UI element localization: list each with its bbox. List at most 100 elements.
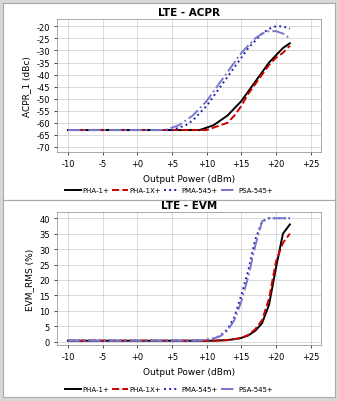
PHA-1X+ <box>73 128 77 133</box>
PMA-545+ <box>288 216 292 221</box>
PHA-1X+ <box>225 338 230 342</box>
PHA-1+ <box>281 47 285 51</box>
PHA-1X+ <box>114 128 118 133</box>
PSA-545+ <box>260 32 264 37</box>
PHA-1+ <box>225 338 230 342</box>
PHA-1+ <box>246 333 250 338</box>
PHA-1X+ <box>135 338 139 343</box>
PSA-545+ <box>135 128 139 133</box>
X-axis label: Output Power (dBm): Output Power (dBm) <box>143 367 235 376</box>
PHA-1+ <box>163 128 167 133</box>
PHA-1+ <box>218 338 222 343</box>
PHA-1+ <box>267 61 271 66</box>
PHA-1X+ <box>94 128 98 133</box>
Y-axis label: EVM_RMS (%): EVM_RMS (%) <box>25 248 34 310</box>
PHA-1X+ <box>191 128 195 133</box>
PMA-545+ <box>107 128 112 133</box>
PMA-545+ <box>225 327 230 332</box>
PHA-1+ <box>107 338 112 343</box>
PHA-1X+ <box>253 83 257 87</box>
PHA-1X+ <box>170 338 174 343</box>
PHA-1X+ <box>204 338 209 343</box>
PSA-545+ <box>128 338 132 343</box>
PMA-545+ <box>232 315 236 320</box>
PMA-545+ <box>163 128 167 133</box>
X-axis label: Output Power (dBm): Output Power (dBm) <box>143 174 235 184</box>
PMA-545+ <box>198 111 202 116</box>
PHA-1X+ <box>274 56 278 61</box>
PHA-1X+ <box>239 336 243 340</box>
PMA-545+ <box>149 338 153 343</box>
PHA-1X+ <box>184 338 188 343</box>
PSA-545+ <box>107 128 112 133</box>
PHA-1X+ <box>253 327 257 332</box>
PMA-545+ <box>212 95 216 99</box>
PHA-1+ <box>80 338 84 343</box>
PSA-545+ <box>177 124 181 128</box>
PHA-1+ <box>170 128 174 133</box>
PMA-545+ <box>121 128 125 133</box>
PSA-545+ <box>142 338 146 343</box>
PHA-1+ <box>198 128 202 133</box>
PHA-1+ <box>156 338 160 343</box>
PSA-545+ <box>246 44 250 49</box>
PHA-1X+ <box>142 338 146 343</box>
PHA-1+ <box>288 42 292 47</box>
PSA-545+ <box>267 30 271 34</box>
PHA-1X+ <box>177 338 181 343</box>
PHA-1+ <box>288 223 292 227</box>
PSA-545+ <box>107 338 112 343</box>
PMA-545+ <box>281 216 285 221</box>
PSA-545+ <box>232 318 236 323</box>
PHA-1X+ <box>204 128 209 133</box>
PHA-1+ <box>107 128 112 133</box>
PHA-1+ <box>87 128 91 133</box>
PHA-1+ <box>212 124 216 128</box>
PMA-545+ <box>260 219 264 224</box>
PSA-545+ <box>66 338 70 343</box>
PHA-1X+ <box>288 44 292 49</box>
PHA-1+ <box>94 338 98 343</box>
Line: PHA-1+: PHA-1+ <box>68 44 290 131</box>
PMA-545+ <box>184 338 188 343</box>
PSA-545+ <box>191 114 195 119</box>
PSA-545+ <box>80 338 84 343</box>
PHA-1X+ <box>218 338 222 343</box>
PSA-545+ <box>87 338 91 343</box>
PMA-545+ <box>225 75 230 80</box>
PHA-1+ <box>128 128 132 133</box>
PMA-545+ <box>288 27 292 32</box>
PHA-1+ <box>232 337 236 342</box>
PMA-545+ <box>128 128 132 133</box>
PHA-1+ <box>100 128 104 133</box>
PHA-1+ <box>66 128 70 133</box>
PHA-1X+ <box>260 318 264 323</box>
PMA-545+ <box>239 293 243 298</box>
PSA-545+ <box>246 275 250 279</box>
PMA-545+ <box>267 216 271 221</box>
PMA-545+ <box>73 338 77 343</box>
PSA-545+ <box>142 128 146 133</box>
PSA-545+ <box>66 128 70 133</box>
PMA-545+ <box>239 56 243 61</box>
PHA-1+ <box>135 128 139 133</box>
PSA-545+ <box>156 128 160 133</box>
PHA-1X+ <box>246 332 250 337</box>
PSA-545+ <box>288 216 292 221</box>
PSA-545+ <box>253 37 257 42</box>
PHA-1X+ <box>212 338 216 343</box>
PHA-1+ <box>149 338 153 343</box>
PMA-545+ <box>66 338 70 343</box>
PHA-1+ <box>281 232 285 237</box>
PSA-545+ <box>281 216 285 221</box>
PHA-1X+ <box>232 114 236 119</box>
PHA-1+ <box>163 338 167 343</box>
PHA-1X+ <box>87 338 91 343</box>
PMA-545+ <box>253 39 257 44</box>
PSA-545+ <box>204 99 209 104</box>
PHA-1+ <box>267 302 271 307</box>
PMA-545+ <box>253 238 257 243</box>
PMA-545+ <box>135 338 139 343</box>
PHA-1X+ <box>225 121 230 126</box>
PHA-1X+ <box>128 338 132 343</box>
